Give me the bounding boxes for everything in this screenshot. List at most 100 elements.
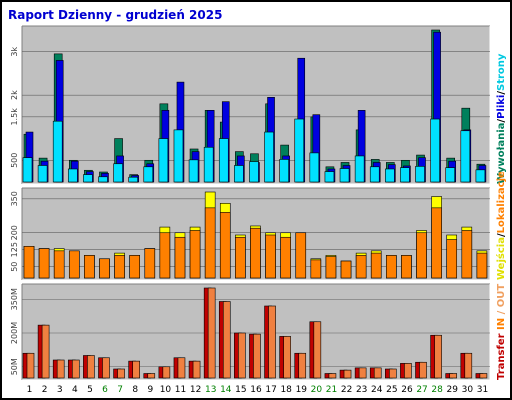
x-tick-label: 12 (190, 385, 201, 395)
bar-bottom-series2 (389, 368, 397, 379)
bar-middle-series2 (265, 234, 276, 279)
x-tick-label: 18 (280, 385, 292, 395)
bar-top-series3 (98, 176, 108, 183)
bar-middle-series2 (84, 255, 95, 279)
x-tick-label: 3 (57, 385, 63, 395)
y-axis-label-part: IN (496, 314, 507, 333)
bar-bottom-series2 (132, 360, 140, 379)
bar-bottom-series2 (479, 373, 488, 379)
bar-bottom-series2 (358, 367, 367, 379)
x-tick-label: 9 (147, 385, 153, 395)
bar-bottom-series2 (283, 336, 291, 379)
bar-middle-series2 (431, 207, 442, 279)
bar-bottom-series2 (404, 363, 412, 379)
y-tick-label: 50M (10, 358, 19, 375)
bar-bottom-series2 (434, 334, 442, 379)
y-axis-label-part: / (496, 233, 507, 237)
bar-middle-series2 (446, 239, 458, 279)
y-axis-label-part: Strony (496, 53, 507, 91)
x-tick-label: 4 (72, 385, 78, 395)
bar-top-series3 (218, 138, 229, 183)
bar-middle-series2 (461, 230, 473, 279)
bar-bottom-series2 (313, 321, 322, 379)
x-tick-label: 14 (220, 385, 232, 395)
x-tick-label: 1 (27, 385, 33, 395)
y-axis-label-part: Lokalizacje (496, 171, 507, 233)
bar-top-series3 (22, 157, 33, 183)
y-tick-label: 500 (10, 153, 19, 168)
bar-bottom-series2 (177, 357, 186, 379)
bar-bottom-series2 (41, 324, 50, 379)
bar-top-series3 (83, 174, 93, 183)
bar-bottom-series2 (56, 359, 65, 379)
y-tick-label: 2k (10, 90, 19, 100)
bar-middle-series2 (295, 232, 307, 279)
x-tick-label: 24 (371, 385, 383, 395)
y-tick-label: 125 (10, 242, 19, 257)
x-tick-label: 11 (175, 385, 186, 395)
x-tick-label: 31 (477, 385, 488, 395)
bar-bottom-series2 (253, 333, 261, 379)
bar-top-series3 (249, 161, 259, 183)
bar-middle-series2 (174, 236, 186, 279)
panel-middle: 50 125 200 350 Wejścia/Lokalizacje (10, 171, 507, 281)
x-tick-label: 13 (205, 385, 216, 395)
bar-middle-series2 (38, 248, 50, 279)
bar-top-series3 (385, 168, 395, 183)
bar-bottom-series2 (71, 359, 80, 379)
bar-middle-series2 (114, 255, 125, 279)
y-axis-label-part: / (496, 91, 507, 95)
y-axis-label-bottom: Transfer IN / OUT (496, 284, 507, 380)
bar-middle-series2 (401, 255, 412, 279)
bar-middle-series2 (219, 212, 231, 279)
y-axis-label-part: Wejścia (495, 237, 507, 280)
bar-middle-series2 (280, 236, 291, 279)
bar-bottom-series2 (117, 368, 125, 379)
bar-middle-series2 (189, 230, 201, 279)
bar-bottom-series2 (373, 367, 382, 379)
x-tick-label: 19 (296, 385, 308, 395)
bar-top-series3 (203, 146, 214, 183)
x-tick-label: 28 (431, 385, 443, 395)
bar-top-series3 (264, 131, 274, 183)
y-tick-label: 350 (10, 191, 19, 206)
y-tick-label: 3k (10, 46, 19, 56)
bar-top-series3 (339, 168, 350, 183)
y-axis-label-middle: Wejścia/Lokalizacje (495, 171, 507, 280)
bar-top-series3 (430, 118, 440, 183)
x-tick-label: 22 (341, 385, 352, 395)
x-tick-label: 23 (356, 385, 367, 395)
bar-top-series3 (400, 167, 410, 183)
bar-middle-series2 (370, 252, 382, 279)
bar-middle-series2 (204, 207, 216, 279)
bar-top-series3 (294, 118, 305, 183)
panel-bottom: 50M 200M 350M Transfer IN / OUT (10, 283, 507, 381)
bar-bottom-series2 (238, 332, 246, 379)
bar-top-series3 (37, 165, 48, 183)
bar-top-series3 (354, 155, 365, 183)
bar-middle-series2 (416, 232, 427, 279)
y-tick-label: 50 (10, 262, 19, 272)
bar-bottom-series2 (192, 360, 201, 379)
bar-middle-series2 (129, 255, 140, 279)
bar-bottom-series2 (26, 352, 35, 379)
bar-middle-series2 (355, 255, 367, 279)
bar-bottom-series2 (207, 287, 216, 379)
x-tick-label: 29 (447, 385, 459, 395)
bar-middle-series2 (476, 252, 488, 279)
x-tick-label: 20 (311, 385, 323, 395)
bar-middle-series2 (235, 236, 246, 279)
bar-top-series3 (158, 138, 169, 183)
y-tick-label: 1.5k (10, 108, 19, 126)
x-tick-label: 5 (87, 385, 93, 395)
bar-middle-series2 (23, 246, 35, 279)
bar-top-series3 (415, 166, 425, 183)
y-tick-label: 200M (10, 322, 19, 344)
x-tick-label: 7 (117, 385, 123, 395)
bar-bottom-series2 (328, 373, 337, 379)
bar-top-series3 (279, 159, 289, 183)
bar-top-series3 (143, 166, 154, 183)
bar-bottom-series2 (147, 373, 156, 379)
